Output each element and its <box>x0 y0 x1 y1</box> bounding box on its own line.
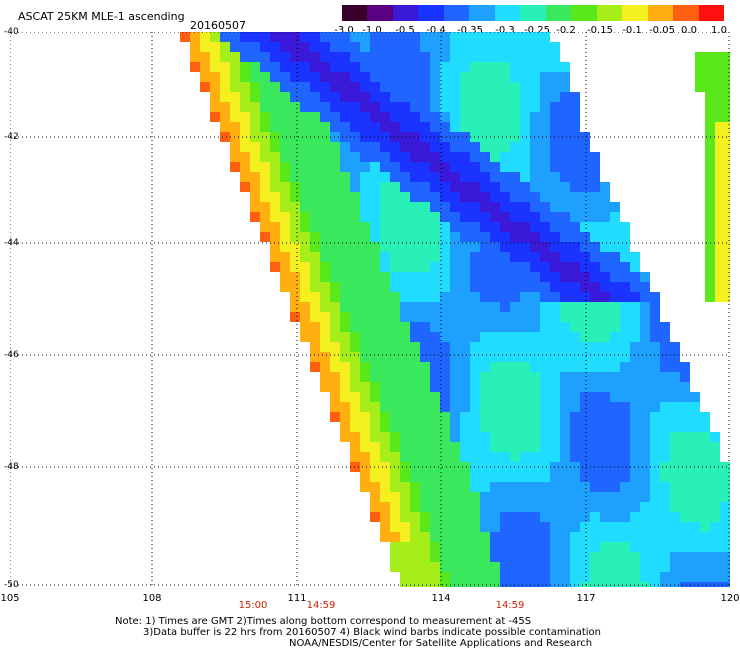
latitude-label: -50 <box>4 580 19 590</box>
colorbar-swatch <box>596 5 623 21</box>
colorbar-label: -1.0 <box>362 25 382 36</box>
colorbar-swatch <box>342 5 368 21</box>
note-line-2: 3)Data buffer is 22 hrs from 20160507 4)… <box>143 627 601 638</box>
latitude-label: -44 <box>4 238 19 248</box>
longitude-label: 117 <box>576 593 596 604</box>
colorbar-swatch <box>647 5 674 21</box>
colorbar-label: -0.35 <box>457 25 483 36</box>
colorbar-label: -0.2 <box>556 25 576 36</box>
colorbar-label: -0.25 <box>524 25 550 36</box>
map-title: ASCAT 25KM MLE-1 ascending <box>18 10 185 23</box>
colorbar-swatch <box>418 5 444 21</box>
colorbar-swatch <box>367 5 393 21</box>
colorbar-label: -0.05 <box>649 25 675 36</box>
colorbar-label: -0.15 <box>587 25 613 36</box>
latitude-label: -48 <box>4 462 19 472</box>
colorbar-swatch <box>520 5 546 21</box>
colorbar-swatch <box>545 5 572 21</box>
colorbar-swatch <box>673 5 699 21</box>
colorbar-label: -0.3 <box>495 25 515 36</box>
colorbar-swatch <box>443 5 470 21</box>
colorbar-label: -0.4 <box>426 25 446 36</box>
colorbar-swatch <box>622 5 648 21</box>
longitude-label: 114 <box>431 593 451 604</box>
latitude-label: -46 <box>4 350 19 360</box>
colorbar-swatch <box>494 5 521 21</box>
colorbar <box>342 5 725 21</box>
colorbar-label: -0.5 <box>395 25 415 36</box>
note-line-3: NOAA/NESDIS/Center for Satellite Applica… <box>289 638 593 649</box>
longitude-label: 108 <box>142 593 162 604</box>
latitude-label: -40 <box>4 27 19 37</box>
colorbar-swatch <box>469 5 495 21</box>
colorbar-label: -0.1 <box>622 25 642 36</box>
colorbar-swatch <box>392 5 419 21</box>
colorbar-swatch <box>698 5 725 21</box>
time-label: 14:59 <box>306 600 336 611</box>
colorbar-label: 1.0 <box>711 25 727 36</box>
map-date: 20160507 <box>190 19 246 32</box>
latitude-label: -42 <box>4 132 19 142</box>
longitude-label: 120 <box>720 593 740 604</box>
note-line-1: Note: 1) Times are GMT 2)Times along bot… <box>115 616 532 627</box>
colorbar-label: 0.0 <box>681 25 697 36</box>
time-label: 14:59 <box>495 600 525 611</box>
longitude-label: 105 <box>0 593 20 604</box>
colorbar-swatch <box>571 5 597 21</box>
longitude-label: 111 <box>287 593 307 604</box>
time-label: 15:00 <box>238 600 268 611</box>
ascat-swath-map <box>10 32 730 587</box>
colorbar-label: -3.0 <box>334 25 354 36</box>
